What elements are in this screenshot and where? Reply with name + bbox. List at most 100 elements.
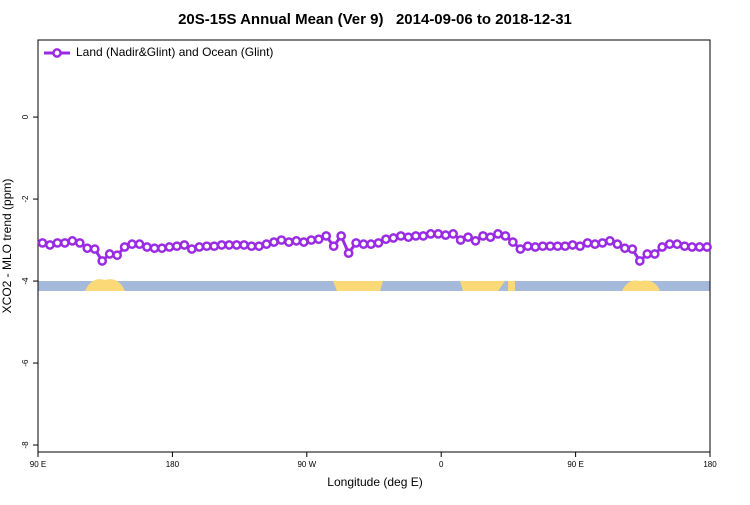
data-point bbox=[343, 248, 354, 259]
data-point bbox=[119, 242, 130, 252]
data-point bbox=[366, 239, 376, 250]
data-point bbox=[201, 241, 212, 252]
land-band bbox=[85, 279, 125, 291]
data-point bbox=[500, 231, 511, 241]
data-point bbox=[425, 229, 436, 239]
data-point bbox=[493, 229, 503, 239]
data-point bbox=[60, 238, 70, 248]
data-point bbox=[321, 231, 332, 241]
data-point bbox=[679, 241, 690, 252]
data-point bbox=[403, 232, 414, 243]
x-tick-label: 90 E bbox=[567, 460, 583, 469]
data-point bbox=[358, 239, 369, 250]
data-point bbox=[37, 238, 48, 248]
data-point bbox=[104, 249, 115, 259]
data-point bbox=[291, 236, 302, 246]
data-point bbox=[508, 237, 518, 247]
data-point bbox=[284, 237, 294, 247]
data-point bbox=[560, 241, 570, 252]
data-point bbox=[89, 244, 100, 254]
data-point bbox=[239, 240, 249, 250]
x-tick-label: 90 W bbox=[297, 460, 316, 469]
data-point bbox=[537, 241, 548, 252]
data-point bbox=[373, 238, 384, 248]
data-point bbox=[74, 238, 85, 248]
data-point bbox=[485, 232, 496, 243]
data-point bbox=[612, 239, 623, 250]
y-tick-label: -6 bbox=[21, 359, 30, 367]
data-point bbox=[649, 249, 660, 259]
data-point bbox=[134, 239, 145, 250]
data-point bbox=[440, 230, 451, 240]
data-point bbox=[179, 240, 190, 250]
data-point bbox=[530, 242, 541, 252]
data-point bbox=[396, 231, 406, 241]
data-point bbox=[112, 250, 122, 261]
land-band bbox=[622, 280, 660, 291]
legend-marker bbox=[52, 48, 62, 58]
data-point bbox=[575, 241, 585, 252]
x-tick-label: 90 E bbox=[30, 460, 46, 469]
data-point bbox=[388, 233, 399, 243]
data-point bbox=[164, 242, 175, 252]
data-point bbox=[209, 241, 220, 252]
data-point bbox=[149, 243, 160, 254]
data-point bbox=[522, 241, 533, 252]
y-tick-label: -2 bbox=[21, 195, 30, 203]
data-point bbox=[52, 238, 63, 248]
data-point bbox=[127, 239, 137, 250]
data-point bbox=[418, 231, 429, 241]
data-point bbox=[336, 231, 346, 241]
x-tick-label: 0 bbox=[439, 460, 444, 469]
data-point bbox=[82, 243, 93, 254]
data-point bbox=[67, 236, 78, 246]
data-point bbox=[381, 234, 391, 245]
data-point bbox=[627, 244, 638, 254]
data-point bbox=[620, 243, 630, 254]
data-point bbox=[463, 232, 473, 243]
land-band bbox=[333, 281, 383, 291]
data-point bbox=[455, 235, 466, 245]
data-point bbox=[433, 229, 444, 239]
data-point bbox=[687, 242, 697, 252]
legend-label: Land (Nadir&Glint) and Ocean (Glint) bbox=[76, 45, 273, 59]
data-point bbox=[224, 240, 234, 250]
data-point bbox=[186, 244, 197, 254]
data-point bbox=[261, 239, 272, 250]
data-point bbox=[194, 242, 205, 252]
data-point bbox=[672, 239, 682, 250]
data-point bbox=[605, 236, 615, 246]
data-point bbox=[657, 242, 668, 252]
x-tick-label: 180 bbox=[166, 460, 180, 469]
data-point bbox=[97, 256, 108, 266]
data-point bbox=[515, 244, 526, 254]
data-point bbox=[590, 239, 600, 250]
data-point bbox=[448, 229, 458, 239]
data-point bbox=[642, 249, 653, 259]
land-band bbox=[508, 281, 515, 291]
data-point bbox=[276, 235, 287, 245]
y-tick-label: -8 bbox=[21, 441, 30, 449]
data-point bbox=[172, 241, 182, 252]
data-point bbox=[231, 240, 242, 250]
data-point bbox=[567, 240, 578, 250]
data-point bbox=[313, 234, 324, 245]
data-point bbox=[582, 238, 593, 248]
data-point bbox=[157, 243, 167, 254]
data-point bbox=[142, 242, 152, 252]
data-point bbox=[470, 236, 481, 246]
x-axis-label: Longitude (deg E) bbox=[327, 475, 422, 489]
data-point bbox=[702, 242, 712, 252]
data-point bbox=[246, 241, 257, 252]
data-point bbox=[410, 231, 421, 241]
data-point bbox=[694, 242, 705, 252]
data-point bbox=[351, 238, 361, 248]
data-point bbox=[45, 240, 55, 250]
data-point bbox=[478, 231, 488, 241]
x-tick-label: 180 bbox=[703, 460, 717, 469]
land-band bbox=[460, 281, 505, 291]
data-point bbox=[634, 256, 645, 266]
y-tick-label: 0 bbox=[21, 114, 30, 119]
surface-band bbox=[38, 279, 710, 291]
